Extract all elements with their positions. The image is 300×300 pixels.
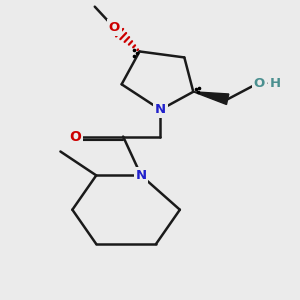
Text: -: - bbox=[266, 77, 272, 90]
Text: O: O bbox=[69, 130, 81, 144]
Text: O: O bbox=[254, 77, 265, 90]
Text: N: N bbox=[155, 103, 166, 116]
Text: H: H bbox=[270, 77, 281, 90]
Text: N: N bbox=[136, 169, 147, 182]
Text: O: O bbox=[109, 21, 120, 34]
Polygon shape bbox=[193, 92, 229, 104]
